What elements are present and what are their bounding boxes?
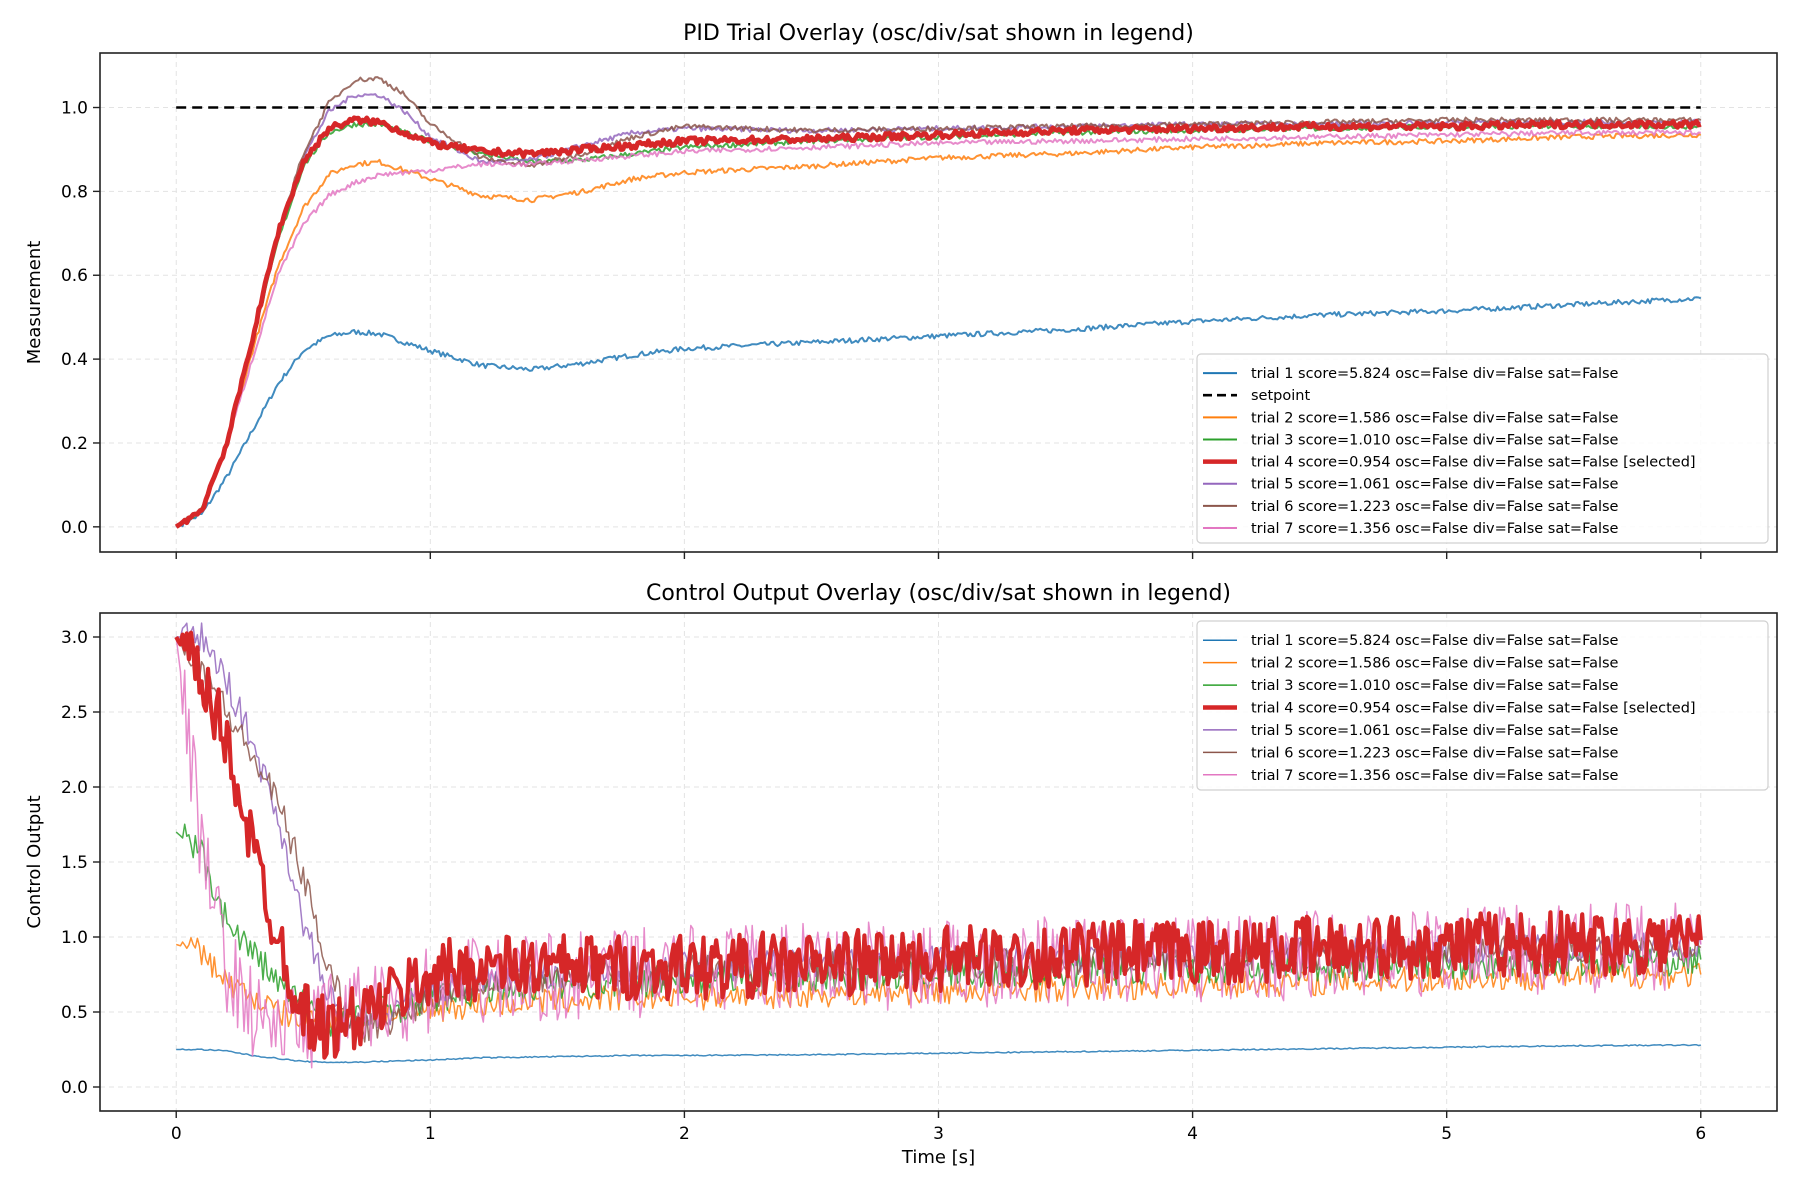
legend-entry: trial 6 score=1.223 osc=False div=False …: [1251, 745, 1619, 761]
axes-1: 0.0 0.2 0.4 0.6 0.8 1.0 PID Trial Overlay (osc…: [24, 21, 1778, 559]
x-tick-label: 4: [1187, 1124, 1198, 1144]
legend: trial 1 score=5.824 osc=False div=False …: [1196, 620, 1769, 791]
x-tick-label: 1: [425, 1124, 436, 1144]
x-tick-label: 2: [679, 1124, 690, 1144]
y-axis-label: Measurement: [24, 241, 45, 365]
legend-frame: [1196, 620, 1769, 791]
y-tick-label: 2.0: [61, 778, 88, 798]
y-tick-label: 1.0: [61, 99, 88, 119]
legend-entry: trial 4 score=0.954 osc=False div=False …: [1251, 455, 1696, 471]
legend-frame: [1196, 353, 1769, 544]
legend-entry: trial 3 score=1.010 osc=False div=False …: [1251, 432, 1619, 448]
x-tick-label: 6: [1695, 1124, 1706, 1144]
chart-title: Control Output Overlay (osc/div/sat show…: [646, 581, 1231, 606]
y-tick-label: 2.5: [61, 703, 88, 723]
legend-entry: trial 1 score=5.824 osc=False div=False …: [1251, 633, 1619, 649]
y-tick-label: 0.0: [61, 1078, 88, 1098]
y-axis-label: Control Output: [24, 795, 45, 928]
y-tick-label: 1.0: [61, 928, 88, 948]
series-line-trial-7: [175, 129, 1701, 528]
x-tick-label: 0: [171, 1124, 182, 1144]
y-tick-label: 1.5: [61, 853, 88, 873]
legend: trial 1 score=5.824 osc=False div=False …: [1196, 353, 1769, 544]
y-tick-label: 0.0: [61, 518, 88, 538]
y-tick-label: 0.6: [61, 266, 88, 286]
legend-entry: trial 5 score=1.061 osc=False div=False …: [1251, 477, 1619, 493]
legend-entry: trial 4 score=0.954 osc=False div=False …: [1251, 701, 1696, 717]
chart-title: PID Trial Overlay (osc/div/sat shown in …: [683, 21, 1194, 46]
x-tick-label: 3: [933, 1124, 944, 1144]
series-line-trial-1: [176, 1043, 1702, 1064]
series-line-trial-4: [174, 115, 1702, 529]
series-line-trial-2: [175, 937, 1702, 1033]
series-line-trial-6: [175, 76, 1702, 528]
axes-2: 0 1 2 3 4 5 6 0.0 0.5 1.0 1.5 2.0 2.5 3.0 Control Outp…: [24, 581, 1778, 1168]
x-axis-label: Time [s]: [901, 1147, 975, 1168]
legend-entry: trial 7 score=1.356 osc=False div=False …: [1251, 768, 1619, 784]
legend-entry: trial 1 score=5.824 osc=False div=False …: [1251, 366, 1619, 382]
y-tick-label: 0.8: [61, 182, 88, 202]
legend-entry: trial 3 score=1.010 osc=False div=False …: [1251, 678, 1619, 694]
y-tick-label: 0.5: [61, 1003, 88, 1023]
legend-entry: trial 7 score=1.356 osc=False div=False …: [1251, 521, 1619, 537]
series-line-trial-1: [175, 296, 1702, 528]
y-tick-label: 3.0: [61, 628, 88, 648]
legend-entry: trial 2 score=1.586 osc=False div=False …: [1251, 410, 1619, 426]
series-line-trial-4: [174, 630, 1703, 1060]
y-tick-label: 0.2: [61, 434, 88, 454]
x-tick-label: 5: [1441, 1124, 1452, 1144]
series-line-trial-2: [175, 132, 1701, 528]
legend-entry: trial 6 score=1.223 osc=False div=False …: [1251, 499, 1619, 515]
legend-entry: trial 5 score=1.061 osc=False div=False …: [1251, 723, 1619, 739]
legend-entry: setpoint: [1251, 388, 1310, 404]
y-tick-label: 0.4: [61, 350, 88, 370]
legend-entry: trial 2 score=1.586 osc=False div=False …: [1251, 656, 1619, 672]
